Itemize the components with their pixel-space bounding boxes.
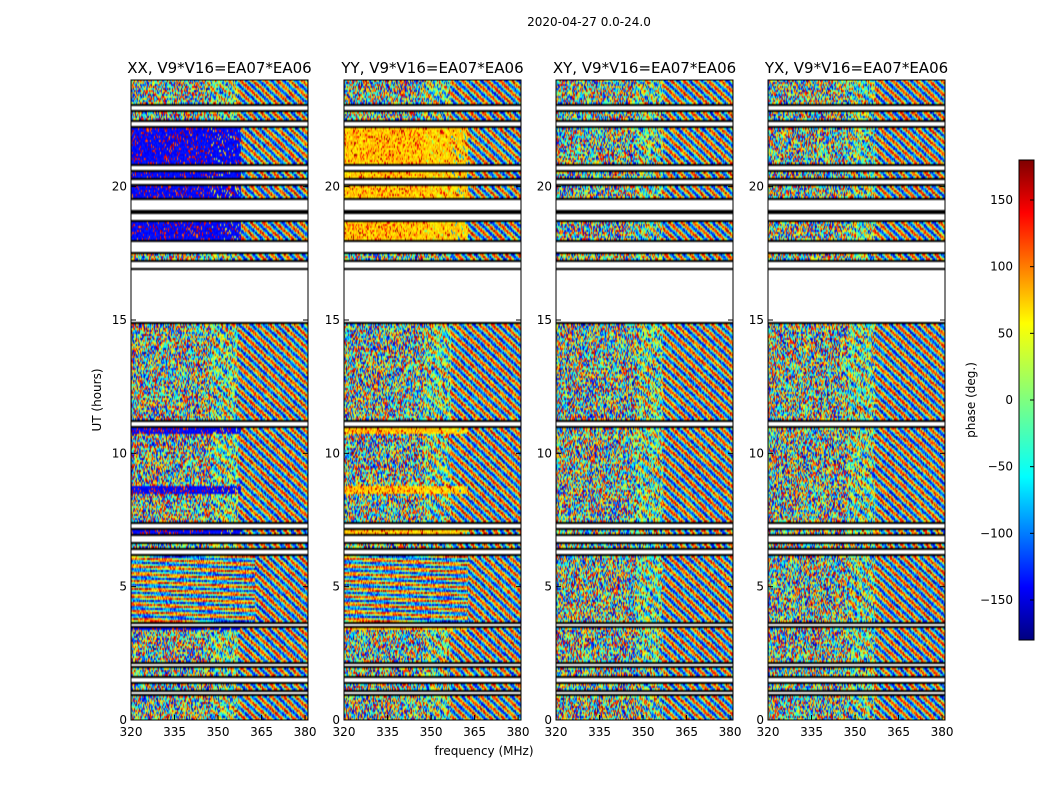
y-tick-label: 10 xyxy=(749,446,764,460)
panel-title: XY, V9*V16=EA07*EA06 xyxy=(553,59,736,77)
heatmap-image xyxy=(131,80,308,720)
y-tick-label: 20 xyxy=(325,180,340,194)
x-tick-label: 335 xyxy=(800,725,823,739)
panel-frame xyxy=(767,79,946,721)
y-tick-label: 0 xyxy=(756,713,764,727)
y-tick-label: 15 xyxy=(325,313,340,327)
x-tick-label: 350 xyxy=(632,725,655,739)
x-tick-label: 350 xyxy=(207,725,230,739)
x-tick-label: 365 xyxy=(463,725,486,739)
y-tick-label: 0 xyxy=(119,713,127,727)
y-tick-label: 15 xyxy=(112,313,127,327)
y-tick-label: 0 xyxy=(544,713,552,727)
panel-frame xyxy=(343,79,522,721)
x-axis-label: frequency (MHz) xyxy=(434,744,533,758)
colorbar-tick-label: −100 xyxy=(980,526,1013,540)
y-tick-label: 20 xyxy=(537,180,552,194)
y-tick-label: 5 xyxy=(119,580,127,594)
colorbar-tick-label: 50 xyxy=(998,326,1013,340)
colorbar-tick-label: −150 xyxy=(980,593,1013,607)
y-tick-label: 20 xyxy=(112,180,127,194)
panels-layer: XX, V9*V16=EA07*EA06 320 335 350 365 380 0 5 10 1… xyxy=(112,59,954,739)
x-tick-label: 320 xyxy=(757,725,780,739)
panel-2: YY, V9*V16=EA07*EA06 320 335 350 365 380 0 5 10 1… xyxy=(325,59,530,739)
y-tick-label: 0 xyxy=(332,713,340,727)
y-tick-label: 10 xyxy=(325,446,340,460)
colorbar: 150 100 50 0 −50 −100 −150 xyxy=(980,159,1035,641)
x-tick-label: 335 xyxy=(376,725,399,739)
y-tick-label: 20 xyxy=(749,180,764,194)
colorbar-tick-label: 100 xyxy=(990,260,1013,274)
x-tick-label: 335 xyxy=(588,725,611,739)
panel-frame xyxy=(130,79,309,721)
y-tick-label: 10 xyxy=(537,446,552,460)
x-tick-label: 365 xyxy=(887,725,910,739)
heatmap-image xyxy=(556,80,733,720)
heatmap-image xyxy=(768,80,945,720)
heatmap-image xyxy=(344,80,521,720)
colorbar-tick-label: −50 xyxy=(988,460,1013,474)
y-tick-label: 5 xyxy=(756,580,764,594)
x-tick-label: 320 xyxy=(545,725,568,739)
x-tick-label: 320 xyxy=(333,725,356,739)
panel-4: YX, V9*V16=EA07*EA06 320 335 350 365 380 0 5 10 1… xyxy=(749,59,954,739)
panel-title: XX, V9*V16=EA07*EA06 xyxy=(127,59,311,77)
panel-title: YX, V9*V16=EA07*EA06 xyxy=(764,59,948,77)
y-tick-label: 15 xyxy=(749,313,764,327)
x-tick-label: 380 xyxy=(719,725,742,739)
x-tick-label: 380 xyxy=(507,725,530,739)
panel-3: XY, V9*V16=EA07*EA06 320 335 350 365 380 0 5 10 1… xyxy=(537,59,742,739)
x-tick-label: 335 xyxy=(163,725,186,739)
y-tick-label: 5 xyxy=(332,580,340,594)
x-tick-label: 320 xyxy=(120,725,143,739)
colorbar-label: phase (deg.) xyxy=(964,362,978,438)
colorbar-tick-label: 0 xyxy=(1005,393,1013,407)
x-tick-label: 380 xyxy=(294,725,317,739)
x-tick-label: 365 xyxy=(675,725,698,739)
panel-frame xyxy=(555,79,734,721)
colorbar-ticks: 150 100 50 0 −50 −100 −150 xyxy=(980,193,1034,607)
x-tick-label: 365 xyxy=(250,725,273,739)
panel-1: XX, V9*V16=EA07*EA06 320 335 350 365 380 0 5 10 1… xyxy=(112,59,317,739)
x-tick-label: 350 xyxy=(844,725,867,739)
x-tick-label: 380 xyxy=(931,725,954,739)
figure-suptitle: 2020-04-27 0.0-24.0 xyxy=(527,15,651,29)
x-tick-label: 350 xyxy=(420,725,443,739)
panel-title: YY, V9*V16=EA07*EA06 xyxy=(340,59,523,77)
y-axis-label: UT (hours) xyxy=(90,368,104,431)
colorbar-tick-label: 150 xyxy=(990,193,1013,207)
y-tick-label: 15 xyxy=(537,313,552,327)
y-tick-label: 5 xyxy=(544,580,552,594)
y-tick-label: 10 xyxy=(112,446,127,460)
